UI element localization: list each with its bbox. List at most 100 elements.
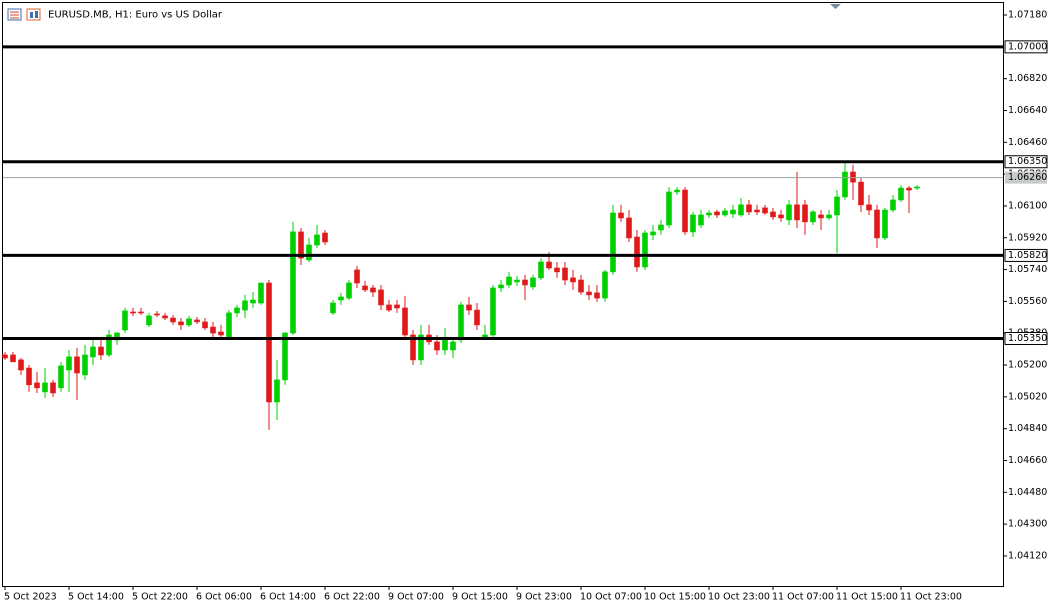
candle-body: [354, 269, 360, 284]
candle-body: [122, 310, 128, 331]
candle-body: [138, 311, 144, 314]
candle-body: [346, 282, 352, 299]
x-tick-label: 9 Oct 07:00: [388, 592, 444, 603]
candle-body: [826, 214, 832, 219]
candle-body: [658, 224, 664, 231]
x-tick-label: 10 Oct 07:00: [580, 592, 642, 603]
candle-body: [418, 334, 424, 361]
candle-body: [266, 282, 272, 403]
x-tick-label: 9 Oct 15:00: [452, 592, 508, 603]
y-tick-label: 1.04660: [1008, 455, 1047, 466]
x-tick-label: 5 Oct 2023: [4, 592, 57, 603]
candle-body: [178, 321, 184, 326]
candle-body: [570, 277, 576, 283]
candle-body: [298, 231, 304, 259]
candle-body: [794, 204, 800, 221]
level-box: [1004, 40, 1048, 54]
candle-body: [650, 231, 656, 236]
candle-body: [626, 217, 632, 239]
candle-body: [898, 187, 904, 201]
y-tick-label: 1.07180: [1008, 10, 1047, 21]
x-tick-label: 11 Oct 15:00: [836, 592, 898, 603]
candle-body: [770, 211, 776, 218]
candle-body: [482, 334, 488, 338]
candle-body: [130, 311, 136, 314]
x-tick-label: 5 Oct 14:00: [68, 592, 124, 603]
candle-body: [314, 234, 320, 246]
candle-body: [26, 367, 32, 386]
candle-body: [170, 317, 176, 323]
candle-body: [914, 186, 920, 189]
candle-body: [226, 312, 232, 339]
candle-body: [242, 300, 248, 311]
candle-body: [754, 209, 760, 213]
candle-body: [386, 304, 392, 311]
candle-body: [802, 204, 808, 223]
candle-body: [234, 307, 240, 314]
candle-body: [594, 292, 600, 299]
candle-body: [698, 214, 704, 226]
y-tick-label: 1.06820: [1008, 73, 1047, 84]
x-tick-label: 5 Oct 22:00: [132, 592, 188, 603]
y-tick-label: 1.04300: [1008, 519, 1047, 530]
candle-body: [410, 334, 416, 361]
candle-body: [706, 212, 712, 216]
candle-body: [578, 279, 584, 293]
candle-body: [642, 232, 648, 268]
y-tick-label: 1.05200: [1008, 360, 1047, 371]
candle-body: [738, 204, 744, 216]
candle-body: [250, 299, 256, 304]
candle-body: [58, 365, 64, 389]
candle-body: [274, 379, 280, 403]
level-label: 1.05350: [1008, 333, 1047, 344]
candle-body: [562, 267, 568, 281]
candle-body: [690, 214, 696, 233]
candle-body: [554, 267, 560, 273]
level-box: [1004, 248, 1048, 262]
candle-body: [786, 204, 792, 221]
chart-title: EURUSD.MB, H1: Euro vs US Dollar: [48, 10, 223, 21]
candle-body: [458, 304, 464, 341]
level-label: 1.05820: [1008, 250, 1047, 261]
candle-body: [474, 309, 480, 326]
y-tick-label: 1.04120: [1008, 550, 1047, 561]
level-box: [1004, 332, 1048, 346]
y-tick-label: 1.06640: [1008, 105, 1047, 116]
candle-body: [722, 210, 728, 216]
candle-body: [546, 261, 552, 269]
candle-body: [434, 341, 440, 351]
candle-body: [858, 181, 864, 206]
candle-body: [378, 289, 384, 306]
toolbar-icons: [7, 8, 41, 21]
candle-body: [634, 236, 640, 268]
candle-body: [18, 359, 24, 371]
candle-body: [106, 334, 112, 356]
x-tick-label: 10 Oct 23:00: [708, 592, 770, 603]
candle-body: [866, 204, 872, 211]
candle-body: [162, 315, 168, 319]
candle-body: [42, 382, 48, 393]
candle-body: [154, 313, 160, 316]
candle-body: [450, 341, 456, 351]
candle-body: [362, 285, 368, 291]
candle-body: [322, 232, 328, 243]
candle-body: [810, 211, 816, 223]
candle-body: [394, 304, 400, 309]
candle-body: [34, 382, 40, 389]
candle-body: [10, 354, 16, 363]
candle-body: [370, 287, 376, 293]
y-tick-label: 1.05740: [1008, 264, 1047, 275]
candle-body: [506, 276, 512, 286]
candle-body: [682, 189, 688, 233]
level-box: [1004, 155, 1048, 169]
current-price-box: [1005, 171, 1047, 184]
candle-body: [666, 191, 672, 226]
shift-marker[interactable]: [830, 4, 841, 9]
candle-body: [618, 212, 624, 219]
candle-body: [186, 318, 192, 326]
candle-body: [210, 326, 216, 334]
candle-body: [586, 291, 592, 296]
icon-chart[interactable]: [26, 8, 41, 21]
candle-body: [194, 319, 200, 323]
